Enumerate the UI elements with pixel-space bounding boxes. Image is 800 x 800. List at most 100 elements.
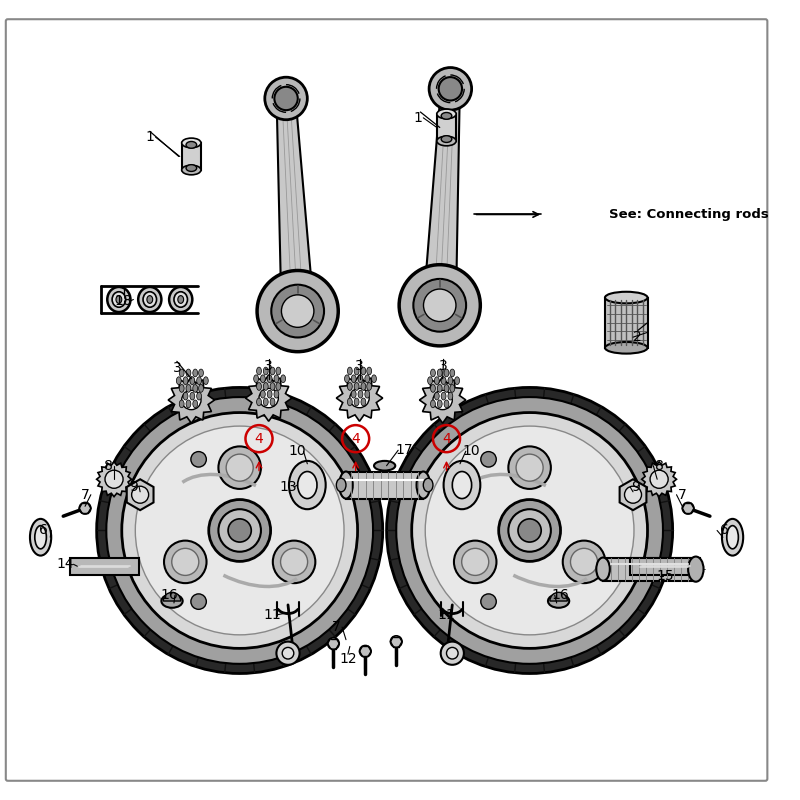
Circle shape [426,426,634,635]
Ellipse shape [193,385,198,392]
Ellipse shape [450,385,454,392]
Ellipse shape [438,385,442,392]
Ellipse shape [336,478,346,492]
Text: 2: 2 [634,330,642,344]
Circle shape [429,67,472,110]
Polygon shape [277,98,314,312]
Ellipse shape [257,398,262,406]
Ellipse shape [290,462,325,508]
Circle shape [135,426,344,635]
Text: 7: 7 [332,620,341,634]
Ellipse shape [354,382,359,390]
Text: 15: 15 [656,569,674,583]
Circle shape [122,413,358,648]
Ellipse shape [452,471,472,498]
Circle shape [570,548,598,575]
Polygon shape [168,377,214,423]
Circle shape [412,413,647,648]
Circle shape [164,541,206,583]
Circle shape [259,389,278,408]
Text: 3: 3 [439,359,448,373]
Circle shape [518,519,542,542]
Ellipse shape [361,367,366,375]
Ellipse shape [358,390,363,398]
Text: 8: 8 [104,458,113,473]
Ellipse shape [147,296,153,303]
Ellipse shape [450,369,454,377]
Ellipse shape [182,165,201,175]
Ellipse shape [366,382,371,390]
Circle shape [328,638,339,650]
Circle shape [682,502,694,514]
Ellipse shape [361,398,366,406]
Ellipse shape [193,369,198,377]
Text: 1: 1 [146,130,154,144]
Polygon shape [620,479,646,510]
Ellipse shape [688,557,703,582]
Polygon shape [97,462,131,497]
Ellipse shape [182,138,201,148]
Ellipse shape [365,375,370,382]
Text: 11: 11 [438,607,455,622]
Circle shape [191,594,206,610]
Ellipse shape [434,392,439,400]
Ellipse shape [179,369,184,377]
Ellipse shape [289,461,326,510]
Polygon shape [437,114,456,141]
Ellipse shape [437,109,456,118]
Text: 6: 6 [39,523,48,538]
Ellipse shape [186,385,191,392]
Circle shape [454,541,497,583]
Text: 4: 4 [442,432,451,446]
Text: 12: 12 [339,652,357,666]
Text: 16: 16 [552,588,570,602]
Circle shape [182,390,201,410]
Ellipse shape [197,392,202,400]
Ellipse shape [267,390,272,398]
Circle shape [423,289,456,322]
Circle shape [562,541,606,583]
Ellipse shape [430,369,435,377]
Ellipse shape [263,367,268,375]
Ellipse shape [261,390,266,398]
Text: 9: 9 [129,480,138,494]
Circle shape [498,499,561,562]
Ellipse shape [339,471,353,498]
Circle shape [257,270,338,352]
Circle shape [516,454,543,481]
Ellipse shape [183,392,188,400]
Ellipse shape [347,382,352,390]
Ellipse shape [107,287,130,312]
Ellipse shape [34,526,46,549]
Ellipse shape [254,375,258,382]
Ellipse shape [261,375,266,382]
Ellipse shape [178,296,184,303]
Ellipse shape [441,113,452,119]
Text: 3: 3 [173,361,182,375]
Ellipse shape [351,390,356,398]
Circle shape [359,646,371,657]
Wedge shape [163,592,181,601]
Circle shape [218,510,261,552]
Circle shape [650,470,668,488]
Circle shape [446,647,458,659]
Ellipse shape [193,400,198,408]
Ellipse shape [30,519,51,555]
Ellipse shape [281,375,286,382]
Text: 7: 7 [81,488,90,502]
Ellipse shape [605,292,647,303]
Ellipse shape [347,367,352,375]
Ellipse shape [298,473,316,498]
Ellipse shape [186,369,191,377]
Ellipse shape [257,382,262,390]
Circle shape [273,541,315,583]
Circle shape [508,446,551,489]
Circle shape [228,519,251,542]
Circle shape [390,636,402,647]
Circle shape [106,397,373,664]
Ellipse shape [428,377,433,385]
Polygon shape [419,377,466,423]
Ellipse shape [270,398,275,406]
Wedge shape [550,592,567,601]
Ellipse shape [434,377,439,385]
